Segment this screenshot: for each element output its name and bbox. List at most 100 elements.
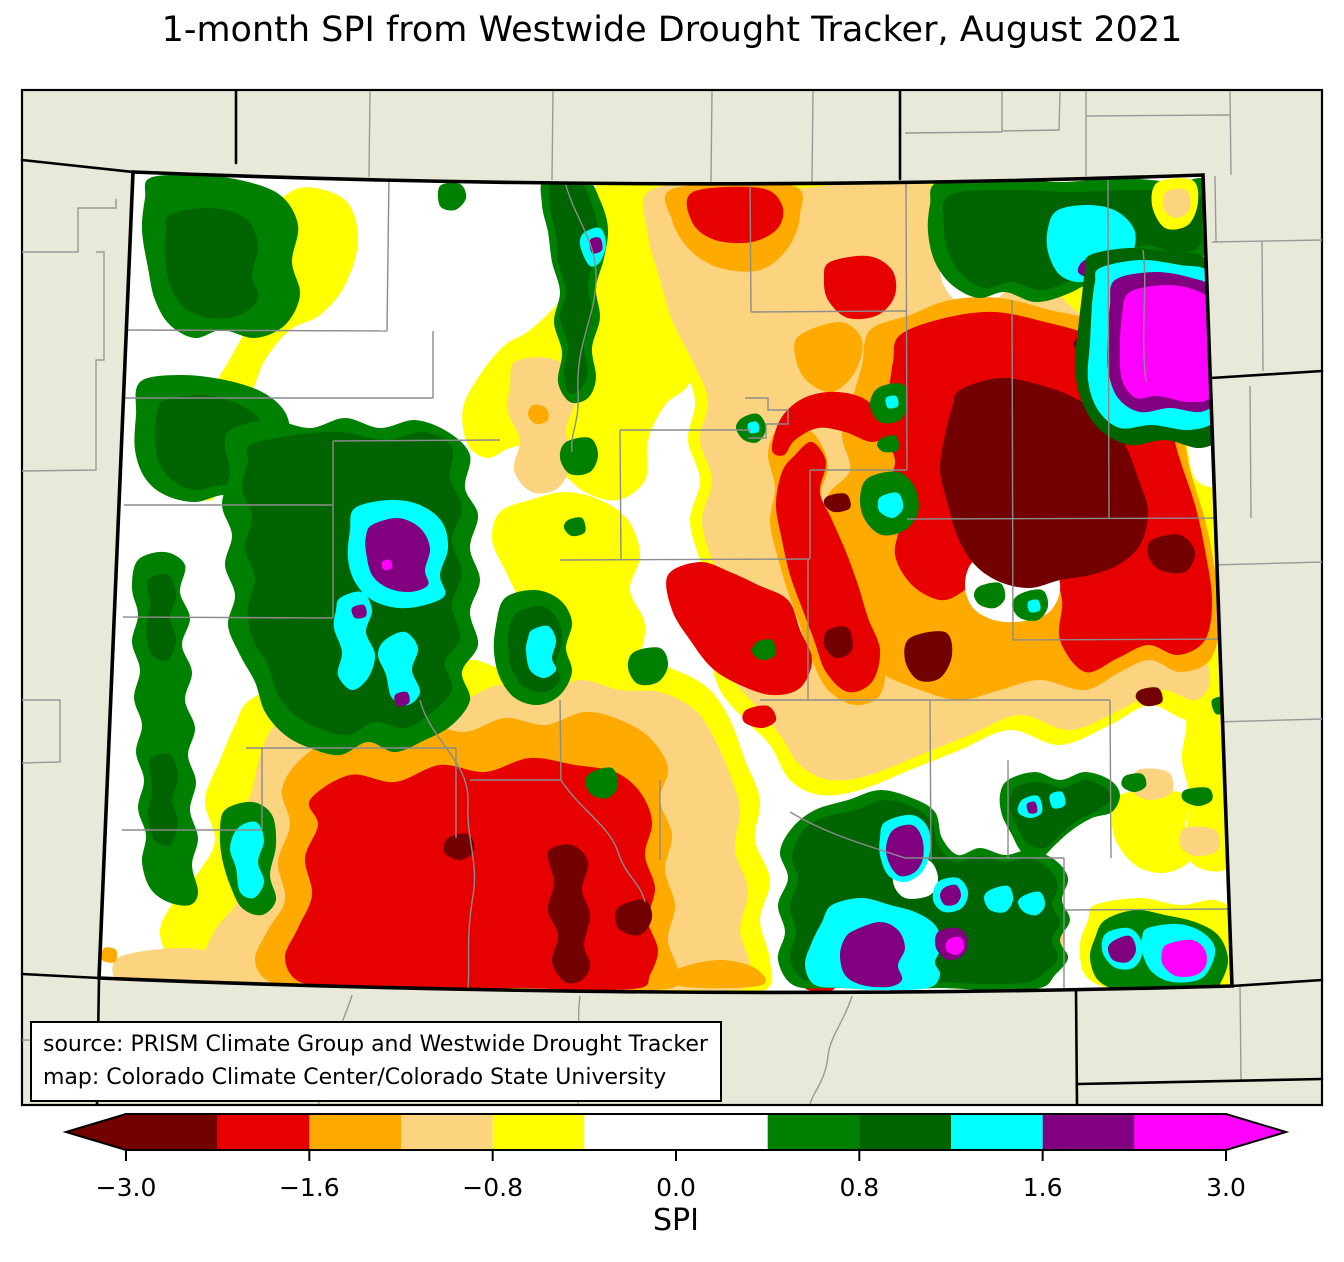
- county-line: [1229, 90, 1232, 176]
- spi-region-darkred: [614, 899, 653, 936]
- spi-region-darkred: [823, 493, 851, 513]
- spi-region-cyan: [333, 591, 376, 691]
- spi-region-yellow: [491, 492, 646, 672]
- county-line: [122, 616, 334, 619]
- spi-region-cyan: [907, 962, 924, 980]
- colorado-spi-field: [99, 172, 1232, 993]
- colorbar-left-arrow: [66, 1114, 126, 1150]
- colorbar-tick-label: −3.0: [96, 1173, 157, 1202]
- county-line: [1063, 908, 1231, 911]
- county-line: [750, 310, 907, 313]
- county-line: [1249, 385, 1252, 519]
- county-line: [929, 699, 932, 861]
- colorbar-right-arrow: [1226, 1114, 1286, 1150]
- spi-region-tan: [1162, 188, 1191, 219]
- state-border: [1230, 978, 1324, 988]
- spi-region-green: [1181, 787, 1213, 806]
- county-line: [559, 699, 562, 781]
- county-line: [21, 251, 105, 472]
- county-line: [1211, 561, 1323, 566]
- spi-region-cyan: [229, 821, 265, 899]
- county-line: [419, 699, 476, 989]
- county-line: [1109, 699, 1112, 859]
- spi-region-darkred: [1147, 534, 1196, 574]
- spi-region-cyan: [885, 395, 899, 409]
- spi-region-yellow: [1181, 691, 1232, 872]
- spi-region-darkred: [443, 833, 475, 861]
- colorbar-segment: [217, 1114, 310, 1150]
- spi-region-orange: [101, 947, 118, 963]
- page-title: 1-month SPI from Westwide Drought Tracke…: [161, 10, 1183, 50]
- county-line: [745, 397, 789, 439]
- county-line: [1011, 299, 1014, 641]
- spi-region-cyan: [747, 421, 760, 434]
- spi-region-tan: [1179, 826, 1220, 857]
- colorbar-segment: [492, 1114, 585, 1150]
- spi-region-orange: [667, 960, 766, 989]
- county-line: [386, 173, 390, 332]
- spi-region-purple: [394, 691, 410, 707]
- spi-region-darkred: [823, 626, 853, 659]
- spi-region-green: [563, 517, 586, 537]
- spi-region-green: [751, 639, 776, 661]
- colorbar-tick-label: −1.6: [279, 1173, 340, 1202]
- spi-region-purple: [351, 604, 367, 619]
- colorbar-tick-label: 1.6: [1023, 1173, 1063, 1202]
- spi-region-green: [585, 767, 619, 799]
- spi-region-cyan: [525, 625, 557, 678]
- colorbar-segment: [859, 1114, 951, 1150]
- colorbar-axis-label: SPI: [653, 1203, 699, 1238]
- spi-region-darkgreen: [147, 753, 179, 847]
- spi-region-red: [686, 186, 784, 244]
- colorbar-tick-label: 0.0: [656, 1173, 696, 1202]
- spi-region-purple: [939, 884, 961, 906]
- spi-region-yellow: [1111, 789, 1196, 873]
- spi-region-purple: [840, 922, 905, 988]
- county-line: [1001, 91, 1061, 132]
- spi-region-red: [666, 561, 812, 696]
- state-border: [20, 972, 101, 980]
- county-line: [560, 779, 646, 903]
- county-line: [789, 811, 906, 859]
- spi-region-cyan: [1027, 599, 1041, 613]
- colorbar-segment: [309, 1114, 401, 1150]
- spi-region-cyan: [877, 492, 904, 519]
- spi-region-darkred: [1135, 687, 1163, 707]
- state-border-lines: [20, 89, 1324, 1106]
- colorbar-tick-label: 3.0: [1206, 1173, 1246, 1202]
- spi-region-cyan: [984, 885, 1014, 913]
- spi-region-darkgreen: [164, 207, 259, 319]
- county-line: [710, 90, 713, 183]
- county-line: [904, 131, 1003, 134]
- spi-region-purple: [365, 517, 431, 593]
- spi-region-purple: [1107, 935, 1137, 963]
- state-border: [20, 158, 135, 174]
- county-line: [905, 179, 908, 471]
- colorbar-segment: [1134, 1114, 1226, 1150]
- map-credit-line: map: Colorado Climate Center/Colorado St…: [43, 1065, 667, 1091]
- county-line: [1214, 175, 1217, 243]
- spi-region-green: [876, 435, 899, 453]
- county-line: [809, 995, 853, 1105]
- colorbar-segment: [584, 1114, 768, 1150]
- county-line: [332, 439, 501, 442]
- county-line: [564, 181, 597, 453]
- colorado-county-lines: [122, 173, 1231, 989]
- county-line: [749, 179, 752, 313]
- colorbar-tick-label: −0.8: [462, 1173, 523, 1202]
- spi-region-cyan: [377, 631, 421, 706]
- spi-region-cyan: [1049, 791, 1066, 809]
- county-line: [1142, 249, 1147, 383]
- spi-region-green: [974, 582, 1006, 609]
- spi-region-red: [776, 441, 881, 693]
- county-line: [22, 199, 117, 253]
- county-line: [1012, 638, 1231, 641]
- state-border: [1209, 369, 1324, 380]
- spi-region-green: [437, 182, 467, 211]
- spi-region-orange: [794, 321, 863, 393]
- county-line: [1214, 718, 1323, 723]
- colorbar-segment: [1042, 1114, 1135, 1150]
- colorbar-segment: [401, 1114, 493, 1150]
